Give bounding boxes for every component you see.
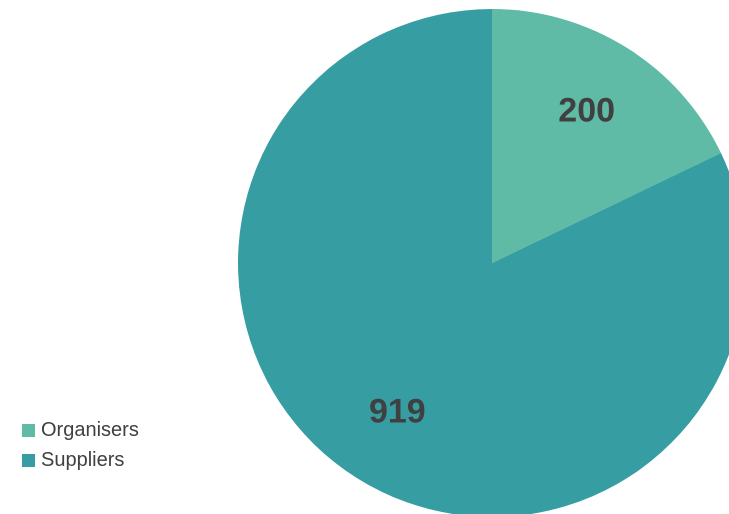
pie-slice-organisers	[492, 9, 721, 263]
legend-item-organisers: Organisers	[22, 418, 139, 442]
pie-data-labels: 200 919	[369, 91, 615, 430]
legend-label-organisers: Organisers	[41, 418, 139, 441]
legend-swatch-suppliers	[22, 453, 35, 467]
pie-slices	[238, 9, 729, 514]
pie-slice-suppliers	[238, 9, 729, 514]
data-label-organisers: 200	[558, 91, 615, 129]
legend-item-suppliers: Suppliers	[22, 448, 139, 472]
data-label-suppliers: 919	[369, 392, 426, 430]
legend-swatch-organisers	[22, 423, 35, 437]
legend: Organisers Suppliers	[22, 418, 139, 478]
legend-label-suppliers: Suppliers	[41, 448, 125, 471]
